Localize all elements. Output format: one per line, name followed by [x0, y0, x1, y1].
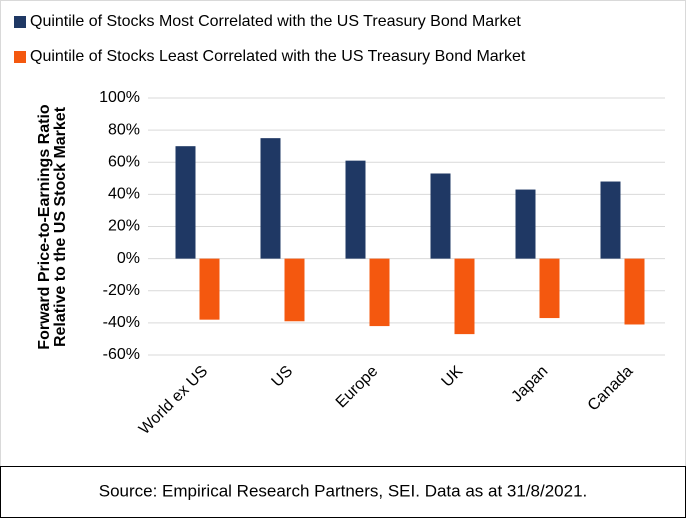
y-axis-title-line: Forward Price-to-Earnings Ratio [36, 104, 53, 350]
y-tick-label: 0% [117, 250, 140, 267]
y-tick-label: 20% [108, 218, 140, 235]
y-tick-label: 100% [99, 89, 140, 106]
bar [284, 258, 305, 322]
legend-swatch [14, 51, 26, 63]
bar [199, 258, 220, 320]
y-tick-label: -40% [103, 314, 140, 331]
y-tick-label: 60% [108, 153, 140, 170]
bar [430, 173, 451, 259]
y-axis-title: Forward Price-to-Earnings Ratio Relative… [36, 104, 69, 350]
source-box [0, 466, 686, 518]
bar [539, 258, 560, 319]
bar [345, 160, 366, 259]
legend-swatch [14, 16, 26, 28]
bar [175, 146, 196, 259]
bar [454, 258, 475, 335]
y-tick-label: 40% [108, 186, 140, 203]
legend-label: Quintile of Stocks Most Correlated with … [30, 13, 521, 30]
legend-label: Quintile of Stocks Least Correlated with… [30, 48, 526, 65]
bar [515, 189, 536, 259]
bar [369, 258, 390, 327]
source-text: Source: Empirical Research Partners, SEI… [99, 481, 588, 500]
bar [600, 181, 621, 259]
bar [260, 138, 281, 259]
y-tick-label: -60% [103, 346, 140, 363]
y-axis-title-line: Relative to the US Stock Market [52, 106, 69, 347]
y-tick-label: -20% [103, 282, 140, 299]
bar [624, 258, 645, 325]
y-tick-label: 80% [108, 121, 140, 138]
chart-border [0, 0, 686, 467]
